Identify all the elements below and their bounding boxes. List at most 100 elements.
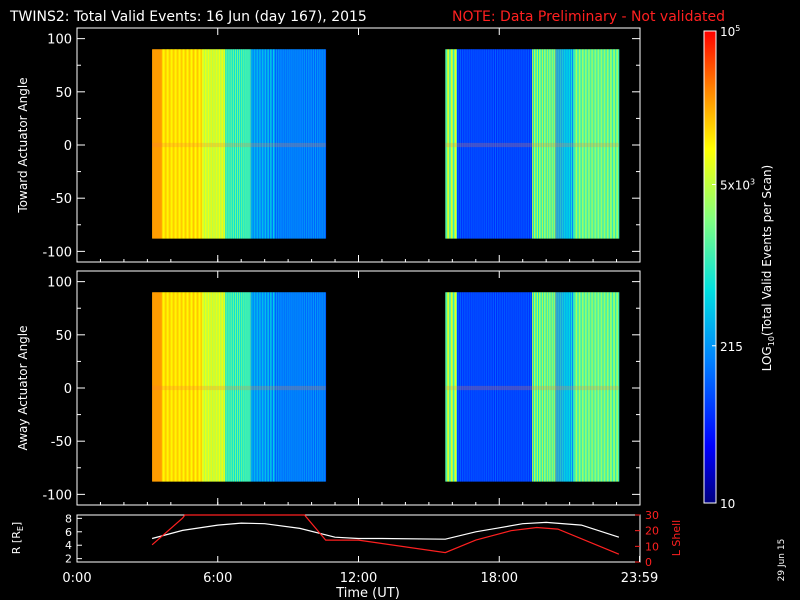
colorbar-label: LOG10(Total Valid Events per Scan) — [760, 165, 776, 372]
heat-column — [189, 292, 191, 482]
heat-column — [502, 292, 505, 482]
heat-column — [316, 292, 319, 482]
heat-column — [490, 292, 492, 482]
heat-column — [182, 49, 184, 239]
heat-column — [264, 292, 266, 482]
heat-column — [293, 292, 295, 482]
heat-column — [501, 292, 504, 482]
heat-column — [582, 49, 585, 239]
heat-column — [529, 49, 531, 239]
heat-column — [163, 49, 166, 239]
heat-column — [263, 292, 265, 482]
lshell-tick-label: 30 — [645, 509, 659, 522]
heat-column — [181, 292, 183, 482]
heat-column — [289, 292, 291, 482]
heat-column — [283, 49, 286, 239]
heat-column — [228, 292, 230, 482]
heat-column — [587, 292, 590, 482]
heat-column — [154, 49, 156, 239]
heat-column — [273, 49, 275, 239]
heat-column — [210, 292, 212, 482]
chart-title: TWINS2: Total Valid Events: 16 Jun (day … — [9, 9, 367, 25]
heat-column — [242, 49, 245, 239]
heat-column — [297, 49, 299, 239]
heat-column — [249, 292, 251, 482]
heat-column — [192, 49, 194, 239]
heat-column — [301, 49, 303, 239]
heat-column — [601, 49, 603, 239]
heat-column — [281, 292, 284, 482]
heat-column — [585, 292, 588, 482]
heat-column — [514, 49, 516, 239]
heat-column — [174, 49, 176, 239]
heat-column — [218, 49, 220, 239]
heat-column — [176, 49, 178, 239]
heat-column — [617, 49, 620, 239]
heat-column — [267, 49, 269, 239]
heat-column — [484, 292, 486, 482]
heat-column — [242, 292, 245, 482]
heat-column — [314, 49, 317, 239]
x-axis-label: Time (UT) — [335, 586, 400, 600]
heat-column — [464, 292, 467, 482]
heat-column — [313, 49, 316, 239]
heat-column — [613, 292, 615, 482]
heat-column — [539, 292, 542, 482]
bottom-heatmap — [152, 292, 620, 482]
heat-column — [548, 292, 551, 482]
heat-column — [252, 49, 254, 239]
heat-column — [298, 292, 300, 482]
heat-column — [241, 49, 244, 239]
heat-column — [542, 49, 545, 239]
heat-column — [271, 292, 273, 482]
heat-column — [488, 49, 490, 239]
heat-column — [592, 292, 594, 482]
heat-column — [237, 49, 240, 239]
heat-column — [486, 292, 488, 482]
heat-column — [230, 292, 232, 482]
heat-column — [482, 292, 484, 482]
heat-column — [186, 292, 188, 482]
heat-column — [305, 49, 307, 239]
heat-column — [484, 49, 486, 239]
heat-column — [541, 292, 544, 482]
heat-column — [549, 292, 552, 482]
heat-column — [179, 292, 181, 482]
heat-column — [225, 292, 227, 482]
y-tick-label: 50 — [55, 329, 72, 344]
heat-column — [462, 292, 465, 482]
heat-column — [497, 49, 500, 239]
heat-column — [227, 49, 229, 239]
heat-column — [542, 292, 545, 482]
heat-column — [571, 49, 573, 239]
heat-column — [238, 292, 241, 482]
bottom-y-label: Away Actuator Angle — [16, 325, 30, 450]
heat-column — [232, 292, 234, 482]
heat-column — [598, 292, 600, 482]
heat-column — [503, 292, 506, 482]
heat-column — [606, 49, 608, 239]
heat-column — [245, 292, 248, 482]
heat-column — [616, 292, 619, 482]
heat-column — [453, 292, 455, 482]
heat-column — [218, 292, 220, 482]
heat-column — [585, 49, 588, 239]
heat-column — [214, 49, 216, 239]
heat-column — [302, 49, 304, 239]
r-tick-label: 4 — [65, 539, 72, 552]
heat-column — [171, 49, 173, 239]
heat-column — [243, 49, 246, 239]
heat-column — [485, 49, 487, 239]
heat-column — [539, 49, 542, 239]
heat-column — [219, 49, 221, 239]
heat-column — [167, 292, 170, 482]
heat-column — [188, 292, 190, 482]
heat-column — [476, 49, 478, 239]
heat-column — [180, 49, 182, 239]
heat-column — [205, 49, 208, 239]
heat-column — [153, 292, 155, 482]
heat-column — [467, 49, 470, 239]
heat-column — [457, 292, 459, 482]
heat-column — [504, 292, 507, 482]
heat-column — [272, 292, 274, 482]
